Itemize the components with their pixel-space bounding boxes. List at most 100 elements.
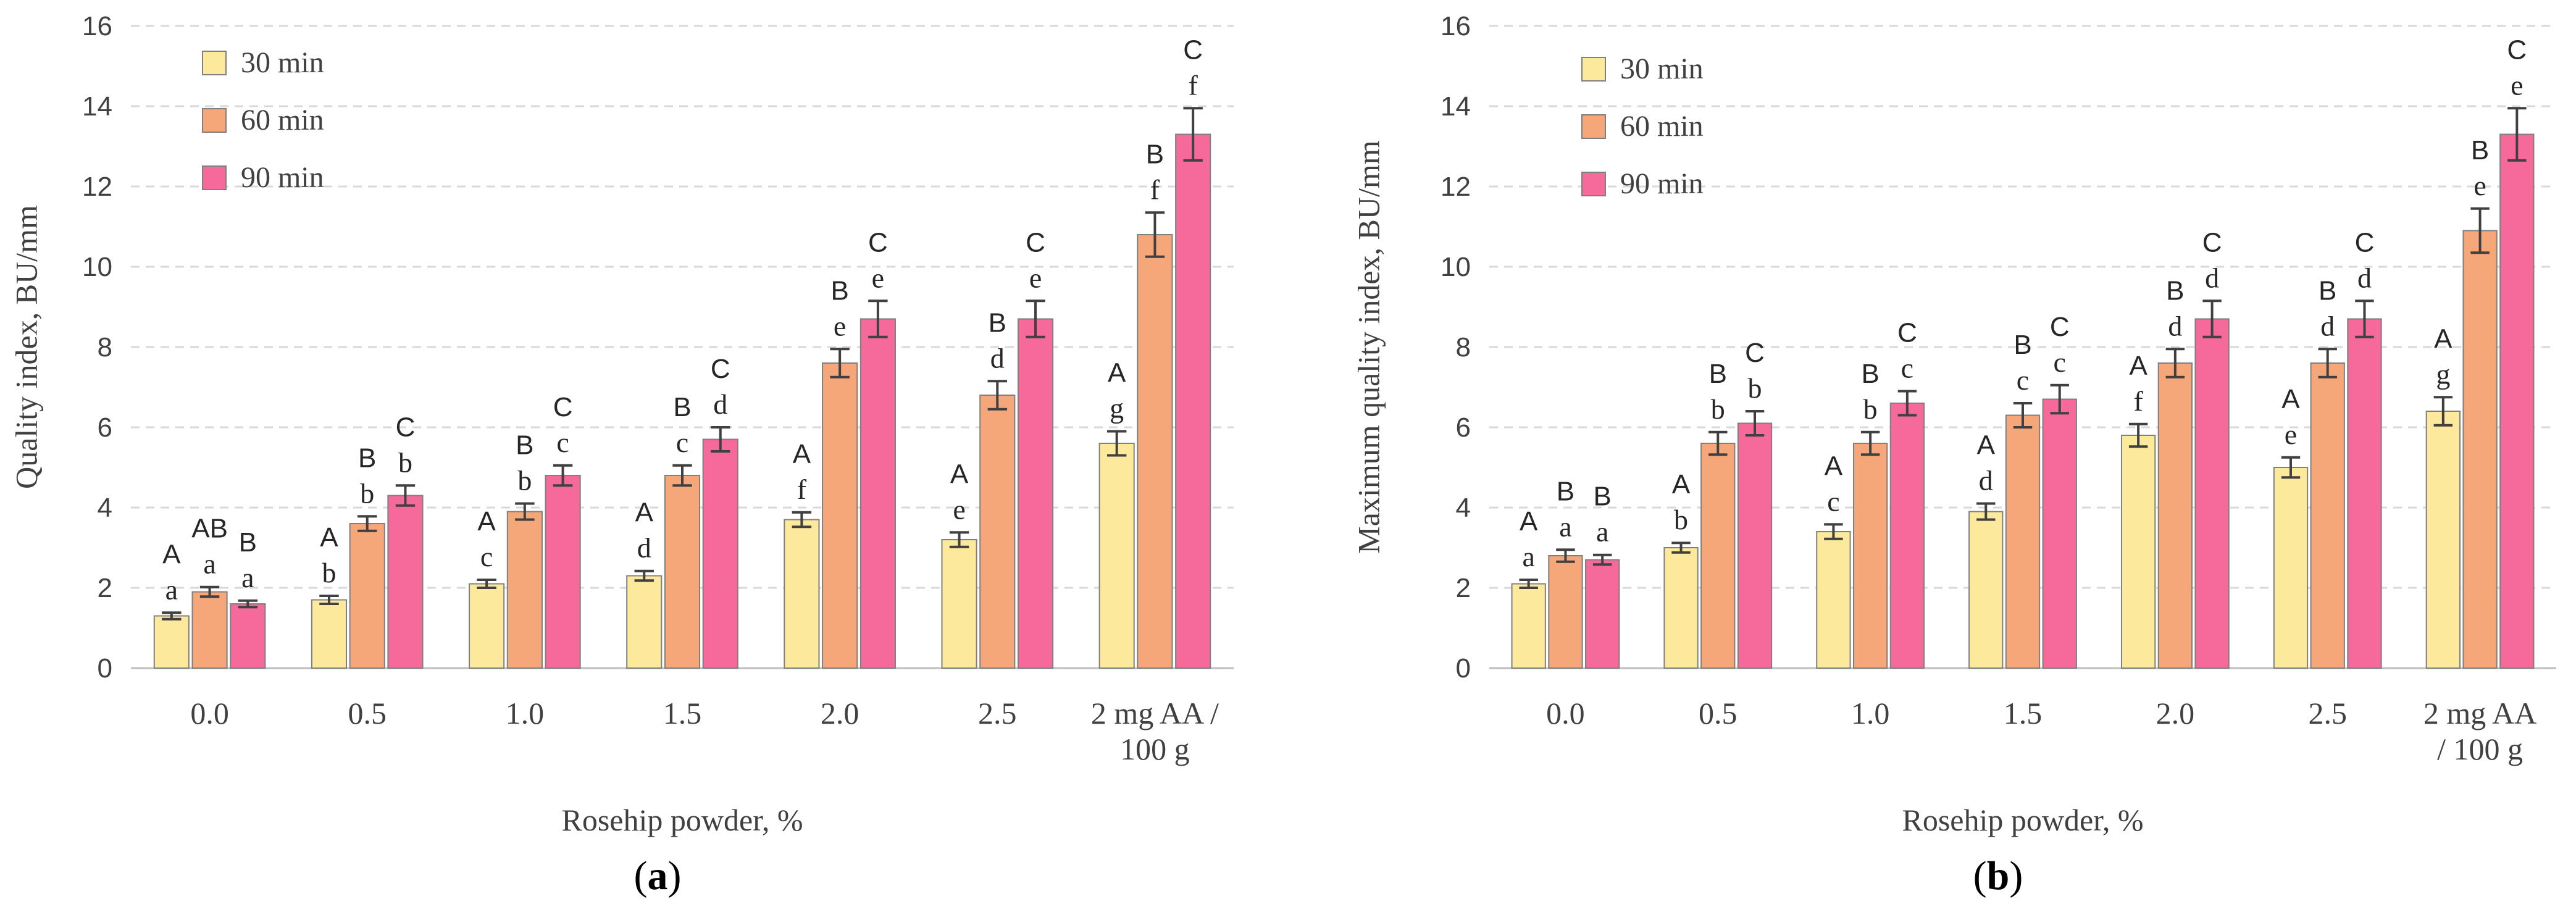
significance-upper: A [793, 439, 811, 469]
significance-upper: A [2129, 351, 2147, 381]
significance-upper: B [2014, 330, 2031, 360]
y-axis-title: Maximum quality index, BU/mm [1351, 140, 1386, 554]
bar-90-min [1017, 318, 1054, 669]
bar-30-min [153, 615, 190, 669]
significance-lower: e [2474, 170, 2486, 201]
significance-lower: c [556, 427, 569, 458]
bar-60-min [2157, 362, 2193, 669]
significance-upper: A [1825, 451, 1843, 481]
significance-upper: B [1146, 139, 1164, 169]
bar-60-min [979, 395, 1016, 669]
y-tick-label: 16 [1441, 11, 1471, 41]
y-axis-title: Quality index, BU/mm [9, 205, 43, 489]
x-tick-label: 2 mg AA [2423, 696, 2536, 730]
bar-30-min [2120, 435, 2156, 669]
x-tick-label: 2.5 [978, 696, 1017, 730]
y-tick-label: 6 [1456, 412, 1471, 443]
bar-30-min [469, 583, 505, 669]
significance-lower: d [2168, 310, 2182, 341]
significance-lower: a [241, 562, 254, 593]
significance-upper: B [1861, 359, 1879, 389]
significance-upper: A [477, 506, 496, 537]
bar-90-min [2194, 318, 2230, 669]
x-tick-label: 1.5 [2004, 696, 2043, 730]
bar-30-min [626, 575, 663, 669]
legend-swatch [202, 51, 227, 75]
bar-30-min [1968, 511, 2004, 669]
significance-upper: C [2202, 227, 2222, 257]
x-tick-label: 0.0 [1546, 696, 1585, 730]
legend-swatch [1581, 114, 1606, 139]
legend-label: 90 min [241, 161, 324, 194]
bar-60-min [664, 475, 701, 669]
significance-lower: c [1827, 485, 1839, 517]
y-tick-label: 4 [1456, 493, 1471, 523]
legend-swatch [202, 165, 227, 190]
x-tick-label: 1.0 [1851, 696, 1890, 730]
x-tick-label: / 100 g [2437, 732, 2523, 766]
legend-label: 90 min [1620, 167, 1704, 200]
bar-90-min [1737, 422, 1773, 669]
x-tick-label: 0.5 [348, 696, 387, 730]
significance-upper: B [989, 307, 1006, 338]
bar-60-min [2005, 414, 2041, 669]
y-tick-label: 14 [82, 91, 112, 122]
x-tick-label: 1.0 [506, 696, 545, 730]
significance-lower: d [990, 342, 1005, 374]
significance-upper: B [2166, 275, 2184, 306]
bar-90-min [2499, 133, 2535, 669]
x-tick-label: 2.0 [821, 696, 859, 730]
panel-label: (b) [1973, 853, 2023, 898]
significance-upper: B [1593, 482, 1611, 512]
bar-90-min [1889, 403, 1925, 669]
significance-upper: B [1557, 476, 1574, 506]
significance-lower: a [1596, 516, 1608, 548]
y-tick-label: 12 [1441, 172, 1471, 202]
significance-lower: d [637, 532, 651, 564]
chart-panel-a: 0 2 4 6 8 10 12 14 16 Quality index, BU/mm Rosehip… [9, 11, 1234, 898]
significance-upper: A [1672, 469, 1691, 500]
y-tick-label: 2 [1456, 573, 1471, 603]
significance-lower: b [360, 477, 374, 509]
y-tick-label: 8 [98, 332, 112, 362]
significance-upper: C [2355, 227, 2375, 257]
bar-90-min [702, 438, 738, 669]
legend-label: 30 min [241, 46, 324, 79]
significance-lower: d [2357, 262, 2372, 293]
x-tick-label: 100 g [1120, 732, 1190, 766]
y-tick-label: 6 [98, 412, 112, 443]
significance-upper: B [1709, 359, 1727, 389]
significance-lower: b [1674, 504, 1688, 535]
panel-label: (a) [634, 853, 682, 898]
bar-90-min [1585, 559, 1620, 669]
significance-lower: a [203, 548, 215, 580]
significance-lower: c [2017, 364, 2029, 396]
bar-60-min [506, 511, 543, 669]
significance-upper: A [635, 498, 654, 528]
significance-upper: AB [191, 514, 228, 544]
significance-upper: C [868, 227, 888, 257]
y-tick-label: 16 [82, 11, 112, 41]
significance-lower: b [322, 557, 336, 588]
y-tick-label: 14 [1441, 91, 1471, 122]
significance-upper: B [830, 275, 848, 306]
significance-upper: B [516, 430, 533, 461]
significance-lower: b [1711, 393, 1725, 425]
bar-30-min [2425, 411, 2461, 669]
y-tick-label: 4 [98, 493, 112, 523]
bar-30-min [311, 599, 348, 669]
x-tick-label: 2.5 [2308, 696, 2347, 730]
bar-60-min [822, 362, 858, 669]
significance-lower: c [2054, 346, 2066, 378]
bar-30-min [1663, 547, 1699, 669]
significance-upper: C [711, 354, 730, 384]
significance-upper: A [162, 539, 181, 569]
significance-lower: e [834, 310, 846, 341]
significance-upper: C [1183, 35, 1203, 65]
significance-upper: A [320, 522, 338, 553]
x-tick-label: 2 mg AA / [1091, 696, 1219, 730]
bar-60-min [2462, 230, 2498, 669]
significance-lower: f [2133, 385, 2143, 417]
x-tick-label: 0.5 [1699, 696, 1738, 730]
bar-30-min [1511, 583, 1546, 669]
